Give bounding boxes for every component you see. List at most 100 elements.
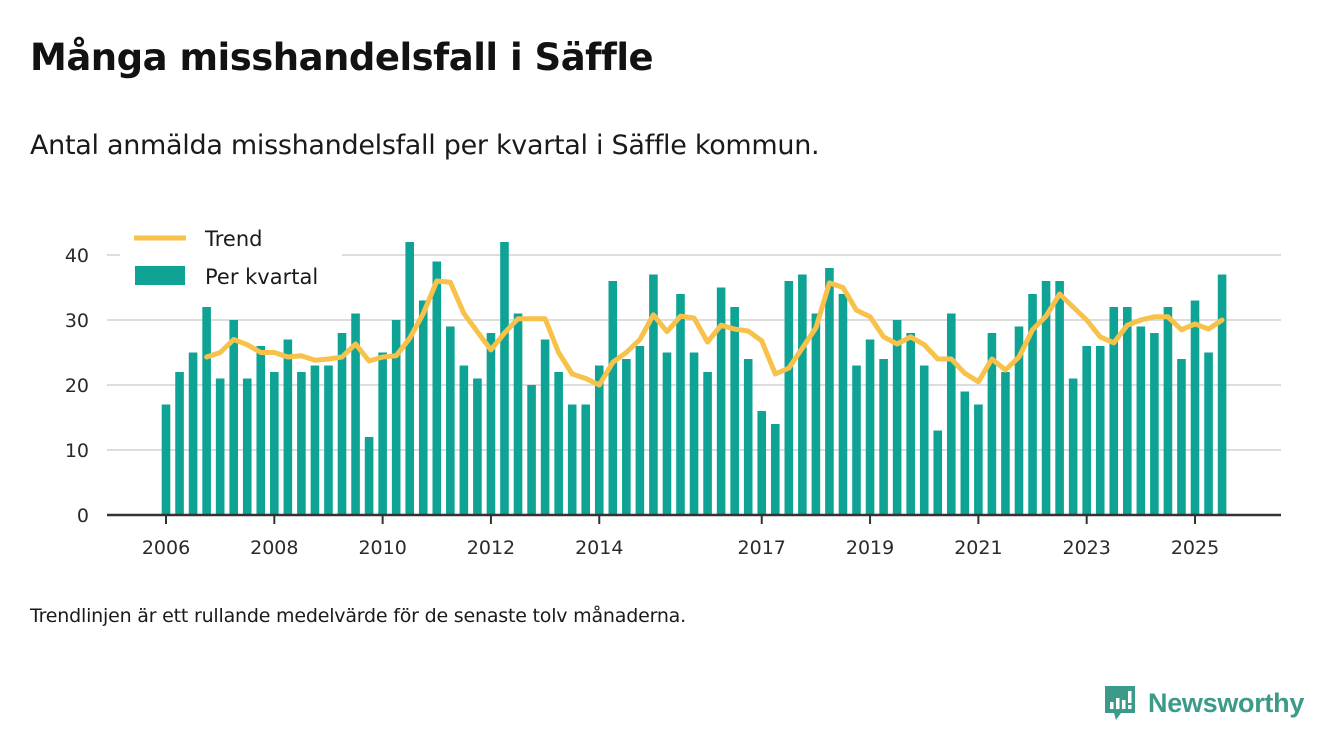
y-tick-label: 30 <box>65 310 89 332</box>
footnote: Trendlinjen är ett rullande medelvärde f… <box>30 605 686 627</box>
bar <box>432 261 442 515</box>
bar <box>933 430 943 515</box>
y-tick-label: 10 <box>65 440 89 462</box>
y-tick-label: 40 <box>65 245 89 267</box>
bar <box>1123 307 1132 515</box>
bar <box>906 333 915 515</box>
bar <box>635 346 645 515</box>
bar <box>1150 333 1159 515</box>
x-axis-ticks: 2006 2008 2010 2012 2014 2017 2019 2021 2023 2025 <box>142 515 1219 559</box>
bar <box>852 365 861 515</box>
bar <box>418 300 428 515</box>
bar <box>391 320 401 515</box>
bar <box>770 424 780 515</box>
bar <box>798 274 807 515</box>
x-tick-label: 2017 <box>738 537 786 559</box>
x-tick-label: 2014 <box>575 537 623 559</box>
bar <box>825 268 834 515</box>
bar <box>608 281 618 515</box>
brand-name: Newsworthy <box>1148 687 1305 718</box>
x-tick-label: 2006 <box>142 537 190 559</box>
bar-series <box>161 242 1227 515</box>
bar <box>1190 300 1200 515</box>
bar <box>622 359 631 515</box>
bar <box>500 242 509 515</box>
bar <box>1109 307 1119 515</box>
bar <box>446 326 455 515</box>
bar <box>324 365 333 515</box>
bar <box>892 320 902 515</box>
bar <box>919 365 929 515</box>
bar <box>1095 346 1105 515</box>
x-tick-label: 2010 <box>358 537 406 559</box>
legend-bar-label: Per kvartal <box>205 265 318 289</box>
bar <box>270 372 279 515</box>
bar <box>283 339 293 515</box>
bar <box>1068 378 1078 515</box>
bar <box>649 274 658 515</box>
bar <box>229 320 238 515</box>
bar <box>1217 274 1227 515</box>
bar <box>1055 281 1064 515</box>
bar <box>527 385 536 515</box>
y-axis-ticks: 0 10 20 30 40 <box>65 245 89 527</box>
bar <box>703 372 712 515</box>
bar <box>730 307 739 515</box>
bar <box>473 378 482 515</box>
bar <box>1028 294 1037 515</box>
bar <box>567 404 577 515</box>
bar <box>1177 359 1186 515</box>
bar <box>351 313 360 515</box>
bar <box>1163 307 1173 515</box>
bar <box>175 372 184 515</box>
bar <box>689 352 699 515</box>
bar <box>662 352 672 515</box>
bar <box>337 333 347 515</box>
bar <box>364 437 374 515</box>
bar <box>974 404 983 515</box>
bar <box>581 404 591 515</box>
bar <box>256 346 266 515</box>
x-tick-label: 2012 <box>467 537 515 559</box>
bar <box>1136 326 1146 515</box>
bar <box>865 339 875 515</box>
bar <box>459 365 469 515</box>
bar <box>242 378 252 515</box>
bar <box>1001 372 1010 515</box>
bar <box>1082 346 1091 515</box>
bar <box>879 359 888 515</box>
brand-logo: Newsworthy <box>1102 683 1304 723</box>
bar <box>946 313 956 515</box>
bar <box>987 333 997 515</box>
bar <box>188 352 198 515</box>
chart-subtitle: Antal anmälda misshandelsfall per kvarta… <box>30 130 820 161</box>
bar <box>811 313 821 515</box>
bar <box>297 372 306 515</box>
bar <box>486 333 496 515</box>
bar <box>540 339 550 515</box>
x-tick-label: 2019 <box>846 537 894 559</box>
trend-line <box>204 278 1225 388</box>
bar <box>743 359 753 515</box>
bar <box>838 294 848 515</box>
bar <box>161 404 171 515</box>
bar <box>1014 326 1024 515</box>
bar <box>1204 352 1213 515</box>
x-tick-label: 2025 <box>1171 537 1219 559</box>
legend-bar-swatch <box>135 266 185 285</box>
bar-chart-speech-bubble-icon <box>1105 686 1135 720</box>
x-tick-label: 2021 <box>954 537 1002 559</box>
bar <box>784 281 794 515</box>
bar <box>202 307 211 515</box>
bar <box>378 352 387 515</box>
x-tick-label: 2023 <box>1063 537 1111 559</box>
bar <box>960 391 970 515</box>
bar <box>594 365 604 515</box>
bar <box>676 294 685 515</box>
legend-background <box>120 222 342 298</box>
chart-title: Många misshandelsfall i Säffle <box>30 36 654 79</box>
bar <box>1041 281 1051 515</box>
bar <box>757 411 767 515</box>
x-tick-label: 2008 <box>250 537 298 559</box>
legend: Trend Per kvartal <box>120 222 342 298</box>
